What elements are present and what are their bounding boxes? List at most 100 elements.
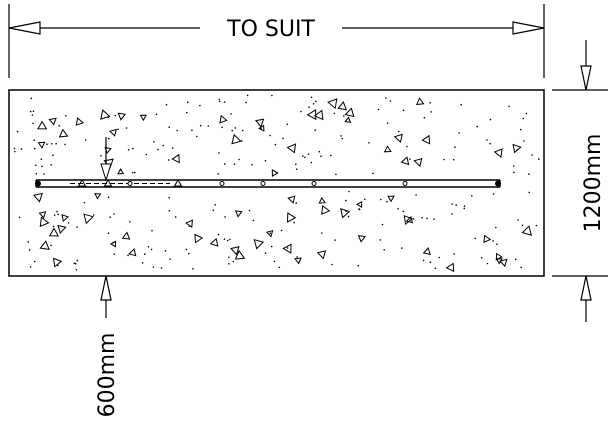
hatch-dot [168,126,170,128]
hatch-dot [409,158,411,160]
hatch-dot [18,216,21,219]
hatch-dot [451,203,453,205]
hatch-aggregate [39,240,50,251]
bar-tie [402,181,408,186]
hatch-dot [385,97,387,99]
hatch-aggregate [405,215,414,224]
hatch-dot [357,264,360,267]
hatch-aggregate [313,109,324,121]
hatch-dot [321,232,323,234]
hatch-dot [402,210,405,213]
hatch-dot [300,110,302,113]
hatch-dot [476,125,479,128]
hatch-dot [165,103,168,106]
hatch-dot [73,262,76,265]
hatch-dot [296,256,298,258]
hatch-dot [107,196,110,199]
hatch-aggregate [421,134,431,145]
height-arrow-top [580,65,592,91]
hatch-dot [171,147,174,149]
hatch-dot [53,214,56,216]
hatch-dot [127,254,129,257]
hatch-dot [443,158,445,161]
hatch-dot [13,147,16,150]
hatch-dot [304,156,306,159]
hatch-dot [127,149,130,151]
hatch-dot [397,130,400,133]
hatch-dot [508,105,510,108]
hatch-dot [29,110,32,113]
hatch-dot [84,139,87,141]
hatch-dot [434,267,437,270]
hatch-dot [185,111,188,114]
hatch-dot [129,221,131,223]
hatch-dot [438,256,441,259]
hatch-aggregate [171,153,180,164]
hatch-dot [212,209,215,211]
hatch-dot [218,152,220,154]
hatch-dot [310,96,313,99]
reinforcing-bar [35,179,501,188]
hatch-aggregate [37,141,46,149]
hatch-dot [528,173,530,175]
hatch-dot [164,250,167,252]
hatch-aggregate [234,249,246,260]
hatch-aggregate [400,156,410,166]
hatch-dot [452,158,455,161]
hatch-dot [221,126,223,129]
hatch-dot [155,113,158,116]
hatch-dot [223,101,226,103]
hatch-dot [231,129,233,132]
hatch-aggregate [265,230,274,238]
hatch-dot [528,191,530,194]
hatch-dot [224,216,226,218]
hatch-dot [46,143,48,145]
hatch-dot [74,262,77,265]
hatch-dot [162,144,164,147]
hatch-dot [83,201,86,204]
hatch-dot [107,232,110,234]
hatch-dot [451,213,453,215]
bar-tie [260,181,266,186]
hatch-aggregate [39,216,50,228]
hatch-dot [125,127,128,129]
hatch-dot [55,142,57,145]
hatch-dot [489,118,492,121]
hatch-dot [282,137,284,140]
hatch-dot [58,125,60,127]
hatch-dot [20,148,23,150]
hatch-aggregate [445,262,455,273]
hatch-aggregate [253,238,265,250]
hatch-dot [308,106,310,108]
hatch-dot [29,266,32,268]
hatch-dot [463,207,466,210]
hatch-dot [30,97,33,100]
hatch-aggregate [499,258,508,268]
hatch-dot [199,104,201,107]
hatch-aggregate [356,200,363,208]
hatch-aggregate [231,133,242,145]
hatch-dot [152,266,155,268]
hatch-dot [51,143,53,145]
hatch-aggregate [37,120,48,130]
hatch-dot [401,247,403,249]
hatch-aggregate [185,219,193,229]
hatch-dot [52,225,55,228]
hatch-dot [412,218,415,220]
bar-end-left [35,180,41,187]
hatch-dot [28,249,31,251]
hatch-dot [64,143,66,146]
hatch-dot [522,117,525,120]
hatch-dot [230,113,232,115]
hatch-dot [75,269,78,271]
hatch-dot [147,246,150,248]
hatch-aggregate [117,112,127,121]
hatch-aggregate [230,246,240,256]
hatch-dot [246,94,249,97]
hatch-dot [269,134,271,137]
hatch-dot [185,248,188,251]
hatch-dot [238,158,240,161]
hatch-aggregate [344,107,355,118]
hatch-aggregate [327,98,338,110]
hatch-dot [340,135,342,137]
